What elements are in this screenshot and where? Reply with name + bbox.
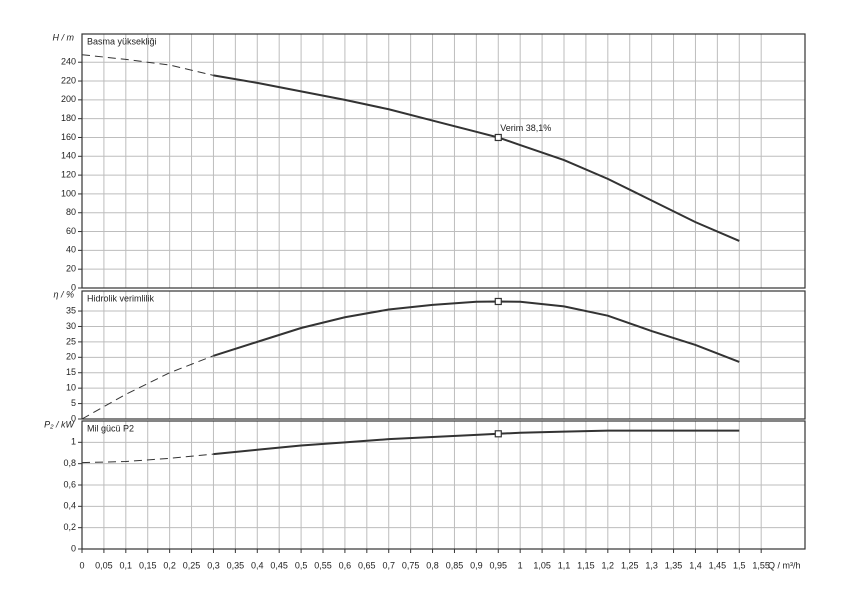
y-tick-label: 80 [66,207,76,217]
x-tick-label: 1,2 [602,560,615,570]
y-tick-label: 35 [66,305,76,315]
y-tick-label: 0 [71,413,76,423]
curve-dashed [81,355,214,420]
operating-point-marker [494,133,502,142]
y-tick-label: 0,6 [63,479,76,489]
curve-dashed [81,54,214,76]
x-tick-label: 0,25 [183,560,201,570]
y-tick-label: 20 [66,264,76,274]
y-tick-label: 180 [61,113,76,123]
y-tick-label: 20 [66,352,76,362]
y-tick-label: 0,8 [63,458,76,468]
x-tick-label: 0,4 [251,560,264,570]
x-tick-label: 1,4 [689,560,702,570]
x-tick-label: 0,8 [426,560,439,570]
panel-frame [81,290,806,420]
curve-solid [213,74,740,242]
x-tick-label: 0,55 [314,560,332,570]
panel-title: Mil gücü P2 [87,423,134,433]
x-tick-label: 0,05 [95,560,113,570]
curve-solid [213,300,740,363]
panel-title: Basma yüksekliği [87,36,157,46]
y-tick-label: 10 [66,383,76,393]
x-tick-label: 1,25 [621,560,639,570]
x-tick-label: 1,1 [558,560,571,570]
y-tick-label: 60 [66,226,76,236]
curve-solid [213,429,740,456]
x-tick-label: 1,45 [709,560,727,570]
y-axis-label: P₂ / kW [44,419,75,429]
x-tick-label: 0,45 [270,560,288,570]
x-tick-label: 1,5 [733,560,746,570]
annotation: Verim 38,1% [500,123,551,133]
x-tick-label: 1 [518,560,523,570]
y-tick-label: 220 [61,75,76,85]
x-tick-label: 0,1 [120,560,133,570]
x-tick-label: 0,6 [339,560,352,570]
y-tick-label: 0 [71,282,76,292]
curve-dashed [81,453,214,464]
y-axis-label: η / % [53,289,74,299]
x-tick-label: 0,15 [139,560,157,570]
y-tick-label: 0 [71,543,76,553]
y-tick-label: 140 [61,151,76,161]
y-tick-label: 240 [61,57,76,67]
x-tick-label: 1,15 [577,560,595,570]
x-tick-label: 1,3 [645,560,658,570]
y-tick-label: 100 [61,188,76,198]
x-tick-label: 1,55 [752,560,770,570]
y-tick-label: 160 [61,132,76,142]
panel-title: Hidrolik verimlilik [87,293,155,303]
x-tick-label: 0,5 [295,560,308,570]
y-tick-label: 1 [71,437,76,447]
x-tick-label: 0,3 [207,560,220,570]
x-tick-label: 0,7 [382,560,395,570]
y-tick-label: 200 [61,94,76,104]
x-tick-label: 0,35 [227,560,245,570]
y-tick-label: 15 [66,367,76,377]
y-tick-label: 5 [71,398,76,408]
panel-frame [81,420,806,550]
x-tick-label: 0,2 [163,560,176,570]
x-axis-label: Q / m³/h [768,560,801,570]
x-tick-label: 0,9 [470,560,483,570]
y-tick-label: 30 [66,321,76,331]
x-tick-label: 0,85 [446,560,464,570]
y-tick-label: 0,2 [63,522,76,532]
x-tick-label: 0,95 [490,560,508,570]
y-tick-label: 25 [66,336,76,346]
y-tick-label: 0,4 [63,501,76,511]
x-tick-label: 0,75 [402,560,420,570]
x-tick-label: 0,65 [358,560,376,570]
x-tick-label: 1,35 [665,560,683,570]
y-tick-label: 120 [61,169,76,179]
y-axis-label: H / m [53,32,75,42]
panel-frame [81,33,806,289]
operating-point-marker [494,297,502,306]
x-tick-label: 1,05 [533,560,551,570]
x-tick-label: 0 [79,560,84,570]
operating-point-marker [494,430,502,438]
y-tick-label: 40 [66,245,76,255]
